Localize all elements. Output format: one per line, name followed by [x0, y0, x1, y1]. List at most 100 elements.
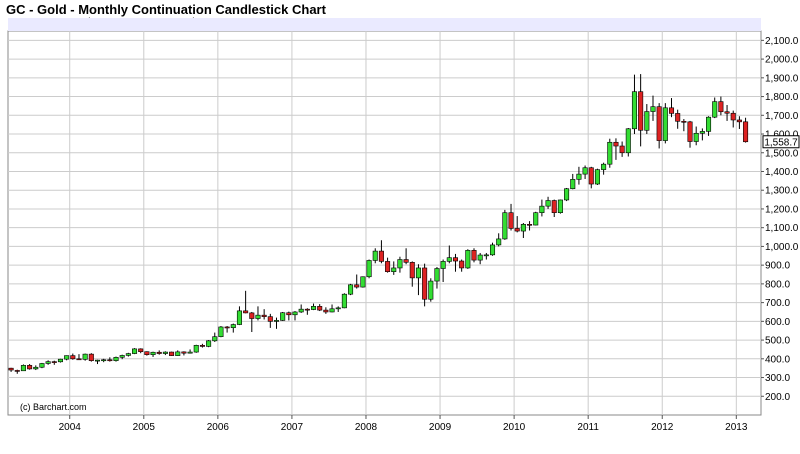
candle-body-down — [138, 348, 144, 352]
y-tick-label: 200.0 — [765, 392, 790, 403]
candle-body-up — [175, 351, 181, 356]
candle-body-down — [588, 167, 594, 185]
candle — [45, 360, 51, 365]
candle — [27, 364, 33, 370]
candle-body-up — [298, 308, 304, 313]
candle-body-up — [150, 351, 156, 355]
candle — [385, 257, 391, 273]
candle — [551, 199, 557, 218]
candle — [323, 307, 329, 314]
x-tick-label: 2008 — [355, 422, 378, 433]
y-tick-label: 700.0 — [765, 298, 790, 309]
candle-body-down — [736, 119, 742, 123]
candle — [310, 303, 317, 311]
x-tick-label: 2011 — [577, 422, 599, 433]
candle — [88, 353, 94, 362]
candle-body-up — [20, 365, 26, 372]
candle — [397, 256, 403, 273]
candle-body-up — [39, 363, 45, 368]
candle — [428, 278, 434, 302]
y-tick-label: 1,400.0 — [765, 167, 799, 178]
candle-body-up — [576, 173, 582, 180]
candle — [533, 211, 539, 226]
y-tick-label: 1,200.0 — [765, 204, 799, 215]
candle — [576, 166, 582, 185]
candle — [199, 343, 205, 348]
candle — [286, 311, 292, 321]
candle — [348, 283, 354, 296]
candle — [33, 365, 39, 371]
candle — [39, 362, 45, 369]
candle-body-up — [465, 250, 471, 269]
candle — [261, 309, 267, 320]
candle-body-down — [471, 250, 477, 261]
candle-body-up — [218, 326, 224, 338]
candle — [539, 199, 545, 217]
candle — [94, 359, 101, 365]
x-tick-label: 2012 — [651, 422, 674, 433]
candle — [187, 349, 193, 354]
candle-body-down — [70, 355, 76, 360]
candle-body-down — [675, 113, 681, 122]
candle-body-up — [699, 131, 705, 134]
candle-body-down — [76, 358, 82, 361]
y-tick-label: 1,000.0 — [765, 242, 799, 253]
candle — [712, 97, 718, 119]
candle — [249, 311, 255, 333]
candle-body-down — [378, 250, 384, 262]
candle-body-up — [601, 163, 607, 170]
candle-body-up — [341, 293, 347, 309]
candle-body-down — [551, 200, 557, 213]
candle — [76, 354, 82, 361]
candle-body-up — [292, 311, 298, 316]
candle-body-down — [409, 262, 415, 279]
candle-body-down — [88, 353, 94, 361]
candle-body-up — [570, 179, 576, 190]
last-price-box — [762, 135, 800, 149]
candle-body-up — [45, 361, 51, 364]
y-tick-label: 2,000.0 — [765, 55, 799, 66]
candle-body-up — [206, 340, 212, 347]
candle — [594, 168, 600, 185]
candle-body-up — [335, 307, 341, 310]
candle — [514, 216, 520, 233]
candle-body-down — [403, 259, 409, 263]
candle — [730, 110, 736, 128]
candle — [125, 352, 131, 357]
y-tick-label: 1,700.0 — [765, 111, 799, 122]
candle — [255, 306, 261, 321]
candle — [57, 358, 63, 363]
candle-body-up — [329, 308, 335, 313]
candle — [502, 209, 508, 240]
candle-body-up — [33, 366, 39, 370]
candle — [107, 357, 113, 362]
candle-body-up — [650, 106, 656, 112]
candle-body-up — [415, 267, 421, 279]
down-candle-swatch-icon — [12, 17, 22, 28]
candle-body-down — [452, 257, 459, 262]
candle-body-down — [730, 112, 736, 121]
candle — [496, 233, 502, 247]
candle — [335, 306, 341, 312]
candle — [206, 340, 212, 348]
candle-body-up — [132, 348, 138, 354]
candle-body-up — [625, 128, 631, 154]
candle-body-up — [489, 244, 496, 256]
candle — [422, 263, 428, 307]
candle-body-down — [107, 359, 113, 362]
candle — [681, 119, 687, 132]
page-title: GC - Gold - Monthly Continuation Candles… — [6, 2, 326, 17]
y-tick-label: 1,300.0 — [765, 186, 799, 197]
candle — [317, 304, 323, 312]
candle-body-down — [743, 121, 749, 143]
last-price-marker: 1,558.7 — [762, 135, 800, 149]
candle — [273, 317, 280, 329]
candle — [508, 203, 514, 231]
candle-body-down — [317, 306, 323, 311]
candle-body-down — [267, 316, 273, 322]
x-axis: 2004 2005 2006 2007 2008 2009 2010 2011 2012 2013 — [59, 415, 748, 433]
candle-body-up — [706, 116, 712, 132]
candle-body-down — [286, 312, 292, 316]
